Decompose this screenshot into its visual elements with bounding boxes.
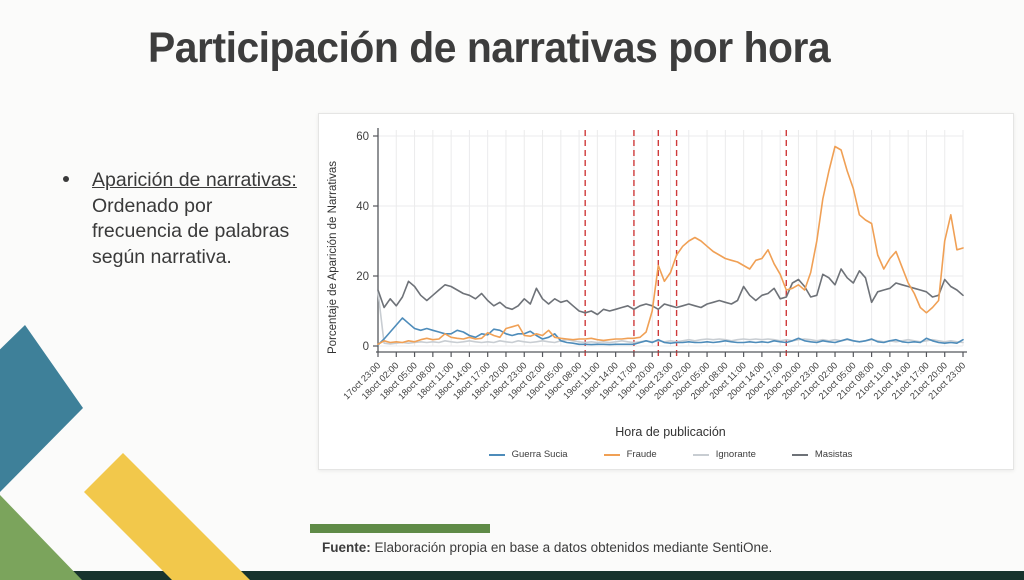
legend-item-fraude: Fraude <box>603 449 657 460</box>
y-tick-label: 40 <box>356 201 369 213</box>
legend-swatch <box>603 453 620 456</box>
chart-panel: 0 20 40 60 17oct 23:00 18oct 02:00 18oct 05:00… <box>318 113 1014 470</box>
series-line-guerra-sucia <box>377 317 964 346</box>
footer-accent-bar <box>310 524 490 533</box>
legend-item-masistas: Masistas <box>791 449 853 460</box>
legend-label: Guerra Sucia <box>511 449 568 460</box>
green-triangle-shape <box>0 495 82 580</box>
legend-swatch <box>488 453 505 456</box>
y-tick-label: 60 <box>356 131 369 143</box>
legend-item-guerra-sucia: Guerra Sucia <box>488 449 568 460</box>
y-tick-label: 0 <box>363 341 369 353</box>
bullet-lead: Aparición de narrativas: <box>92 169 297 191</box>
y-axis-title: Porcentaje de Aparición de Narrativas <box>327 160 339 354</box>
decorative-shapes <box>0 325 250 580</box>
teal-diamond-shape <box>0 325 83 492</box>
y-tick-label: 20 <box>356 271 369 283</box>
legend-label: Fraude <box>626 449 657 460</box>
legend-swatch <box>692 453 709 456</box>
bullet-rest: Ordenado por frecuencia de palabras segú… <box>92 194 290 269</box>
source-text: Elaboración propia en base a datos obten… <box>370 540 773 555</box>
bottom-bar <box>0 571 1024 580</box>
legend-label: Ignorante <box>715 449 756 460</box>
slide-title: Participación de narrativas por hora <box>148 24 831 72</box>
bullet-marker <box>63 176 69 182</box>
yellow-ribbon-shape <box>84 453 250 580</box>
x-axis-title: Hora de publicación <box>615 425 726 439</box>
legend-label: Masistas <box>814 449 853 460</box>
source-label: Fuente: <box>322 540 371 555</box>
series-line-fraude <box>377 145 964 346</box>
series-line-masistas <box>377 268 964 316</box>
bullet-item: Aparición de narrativas: Ordenado por fr… <box>63 168 303 271</box>
legend-swatch <box>791 453 808 456</box>
source-note: Fuente: Elaboración propia en base a dat… <box>322 540 772 555</box>
chart-legend: Guerra Sucia Fraude Ignorante Masistas <box>378 449 963 460</box>
bullet-text: Aparición de narrativas: Ordenado por fr… <box>92 168 300 271</box>
legend-item-ignorante: Ignorante <box>692 449 756 460</box>
